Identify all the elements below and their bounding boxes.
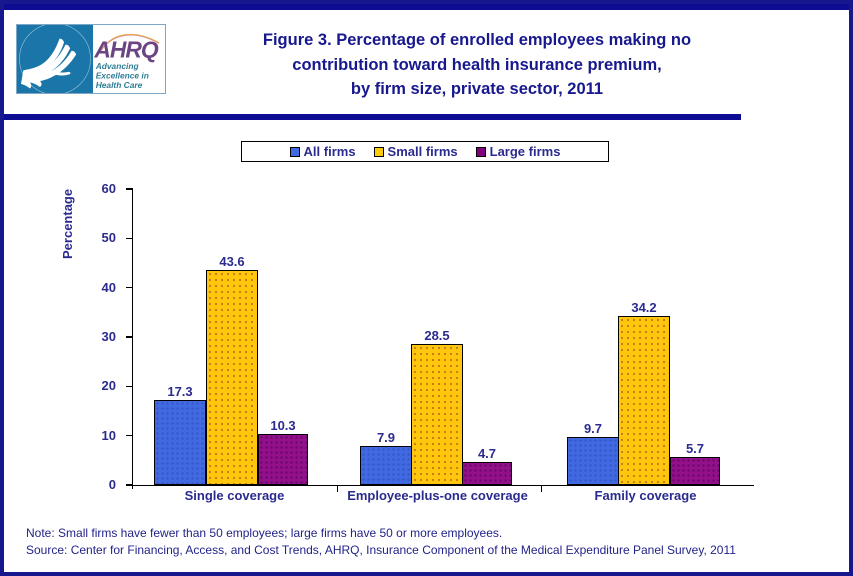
svg-text:Excellence in: Excellence in bbox=[96, 71, 149, 81]
svg-text:Health Care: Health Care bbox=[96, 80, 143, 90]
svg-text:AHRQ: AHRQ bbox=[93, 37, 158, 63]
svg-text:Advancing: Advancing bbox=[95, 61, 139, 71]
